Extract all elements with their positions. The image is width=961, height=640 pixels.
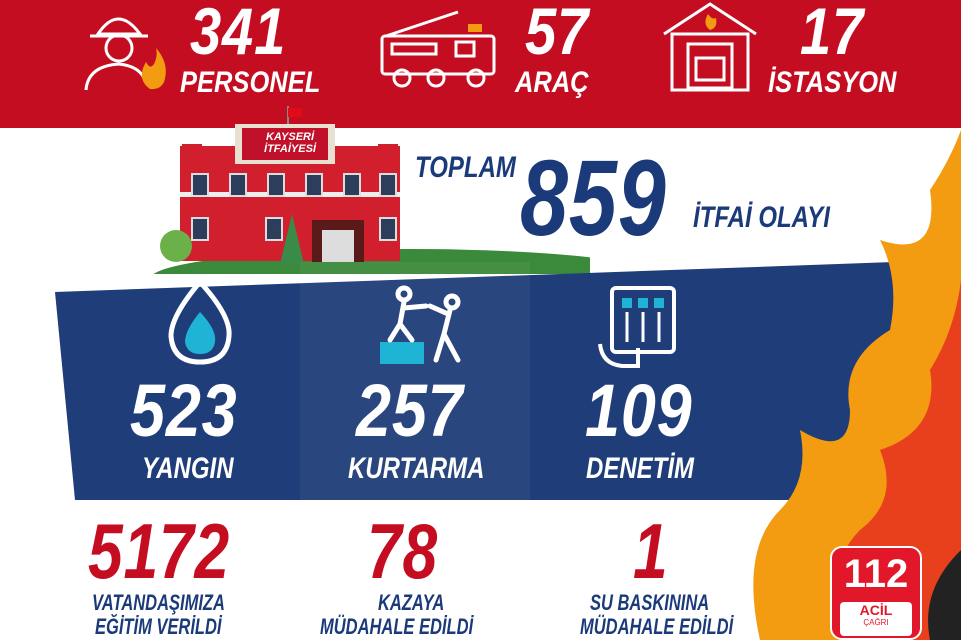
emergency-112-badge: 112 ACİL ÇAĞRI bbox=[830, 546, 922, 640]
firefighter-icon bbox=[84, 17, 166, 91]
training-line2: EĞİTİM VERİLDİ bbox=[95, 614, 222, 639]
fire-station-building-illustration bbox=[153, 106, 590, 274]
rescue-icon bbox=[380, 285, 461, 364]
fire-truck-icon bbox=[380, 10, 496, 88]
vehicle-label: ARAÇ bbox=[515, 66, 589, 99]
flood-line2: MÜDAHALE EDİLDİ bbox=[580, 614, 734, 639]
inspection-label: DENETİM bbox=[586, 452, 694, 485]
rescue-count: 257 bbox=[356, 369, 464, 452]
personnel-count: 341 bbox=[190, 0, 287, 68]
emergency-number: 112 bbox=[843, 552, 909, 596]
inspection-count: 109 bbox=[585, 369, 693, 452]
personnel-label: PERSONEL bbox=[180, 66, 321, 99]
training-count: 5172 bbox=[88, 507, 231, 595]
accident-line2: MÜDAHALE EDİLDİ bbox=[320, 614, 474, 639]
fire-count: 523 bbox=[130, 369, 238, 452]
flame-icon bbox=[168, 278, 232, 365]
flood-line1: SU BASKININA bbox=[590, 590, 710, 615]
total-suffix: İTFAİ OLAYI bbox=[693, 201, 830, 234]
rescue-label: KURTARMA bbox=[348, 452, 485, 485]
building-sign: KAYSERİ İTFAİYESİ bbox=[264, 131, 316, 155]
station-label: İSTASYON bbox=[768, 66, 897, 99]
accident-line1: KAZAYA bbox=[378, 590, 445, 615]
vehicle-count: 57 bbox=[525, 0, 590, 68]
emergency-line2: ÇAĞRI bbox=[863, 618, 889, 627]
fire-station-icon bbox=[663, 2, 757, 92]
training-line1: VATANDAŞIMIZA bbox=[92, 590, 225, 615]
total-prefix: TOPLAM bbox=[415, 151, 516, 184]
flood-count: 1 bbox=[633, 507, 669, 595]
fire-label: YANGIN bbox=[142, 452, 234, 485]
station-count: 17 bbox=[800, 0, 865, 68]
emergency-label-box: ACİL ÇAĞRI bbox=[840, 602, 912, 636]
inspection-tablet-icon bbox=[598, 286, 676, 368]
emergency-line1: ACİL bbox=[859, 602, 893, 618]
panel-stripe bbox=[300, 262, 530, 500]
accident-count: 78 bbox=[367, 507, 439, 595]
incident-panel bbox=[55, 262, 895, 500]
total-count: 859 bbox=[520, 137, 667, 258]
